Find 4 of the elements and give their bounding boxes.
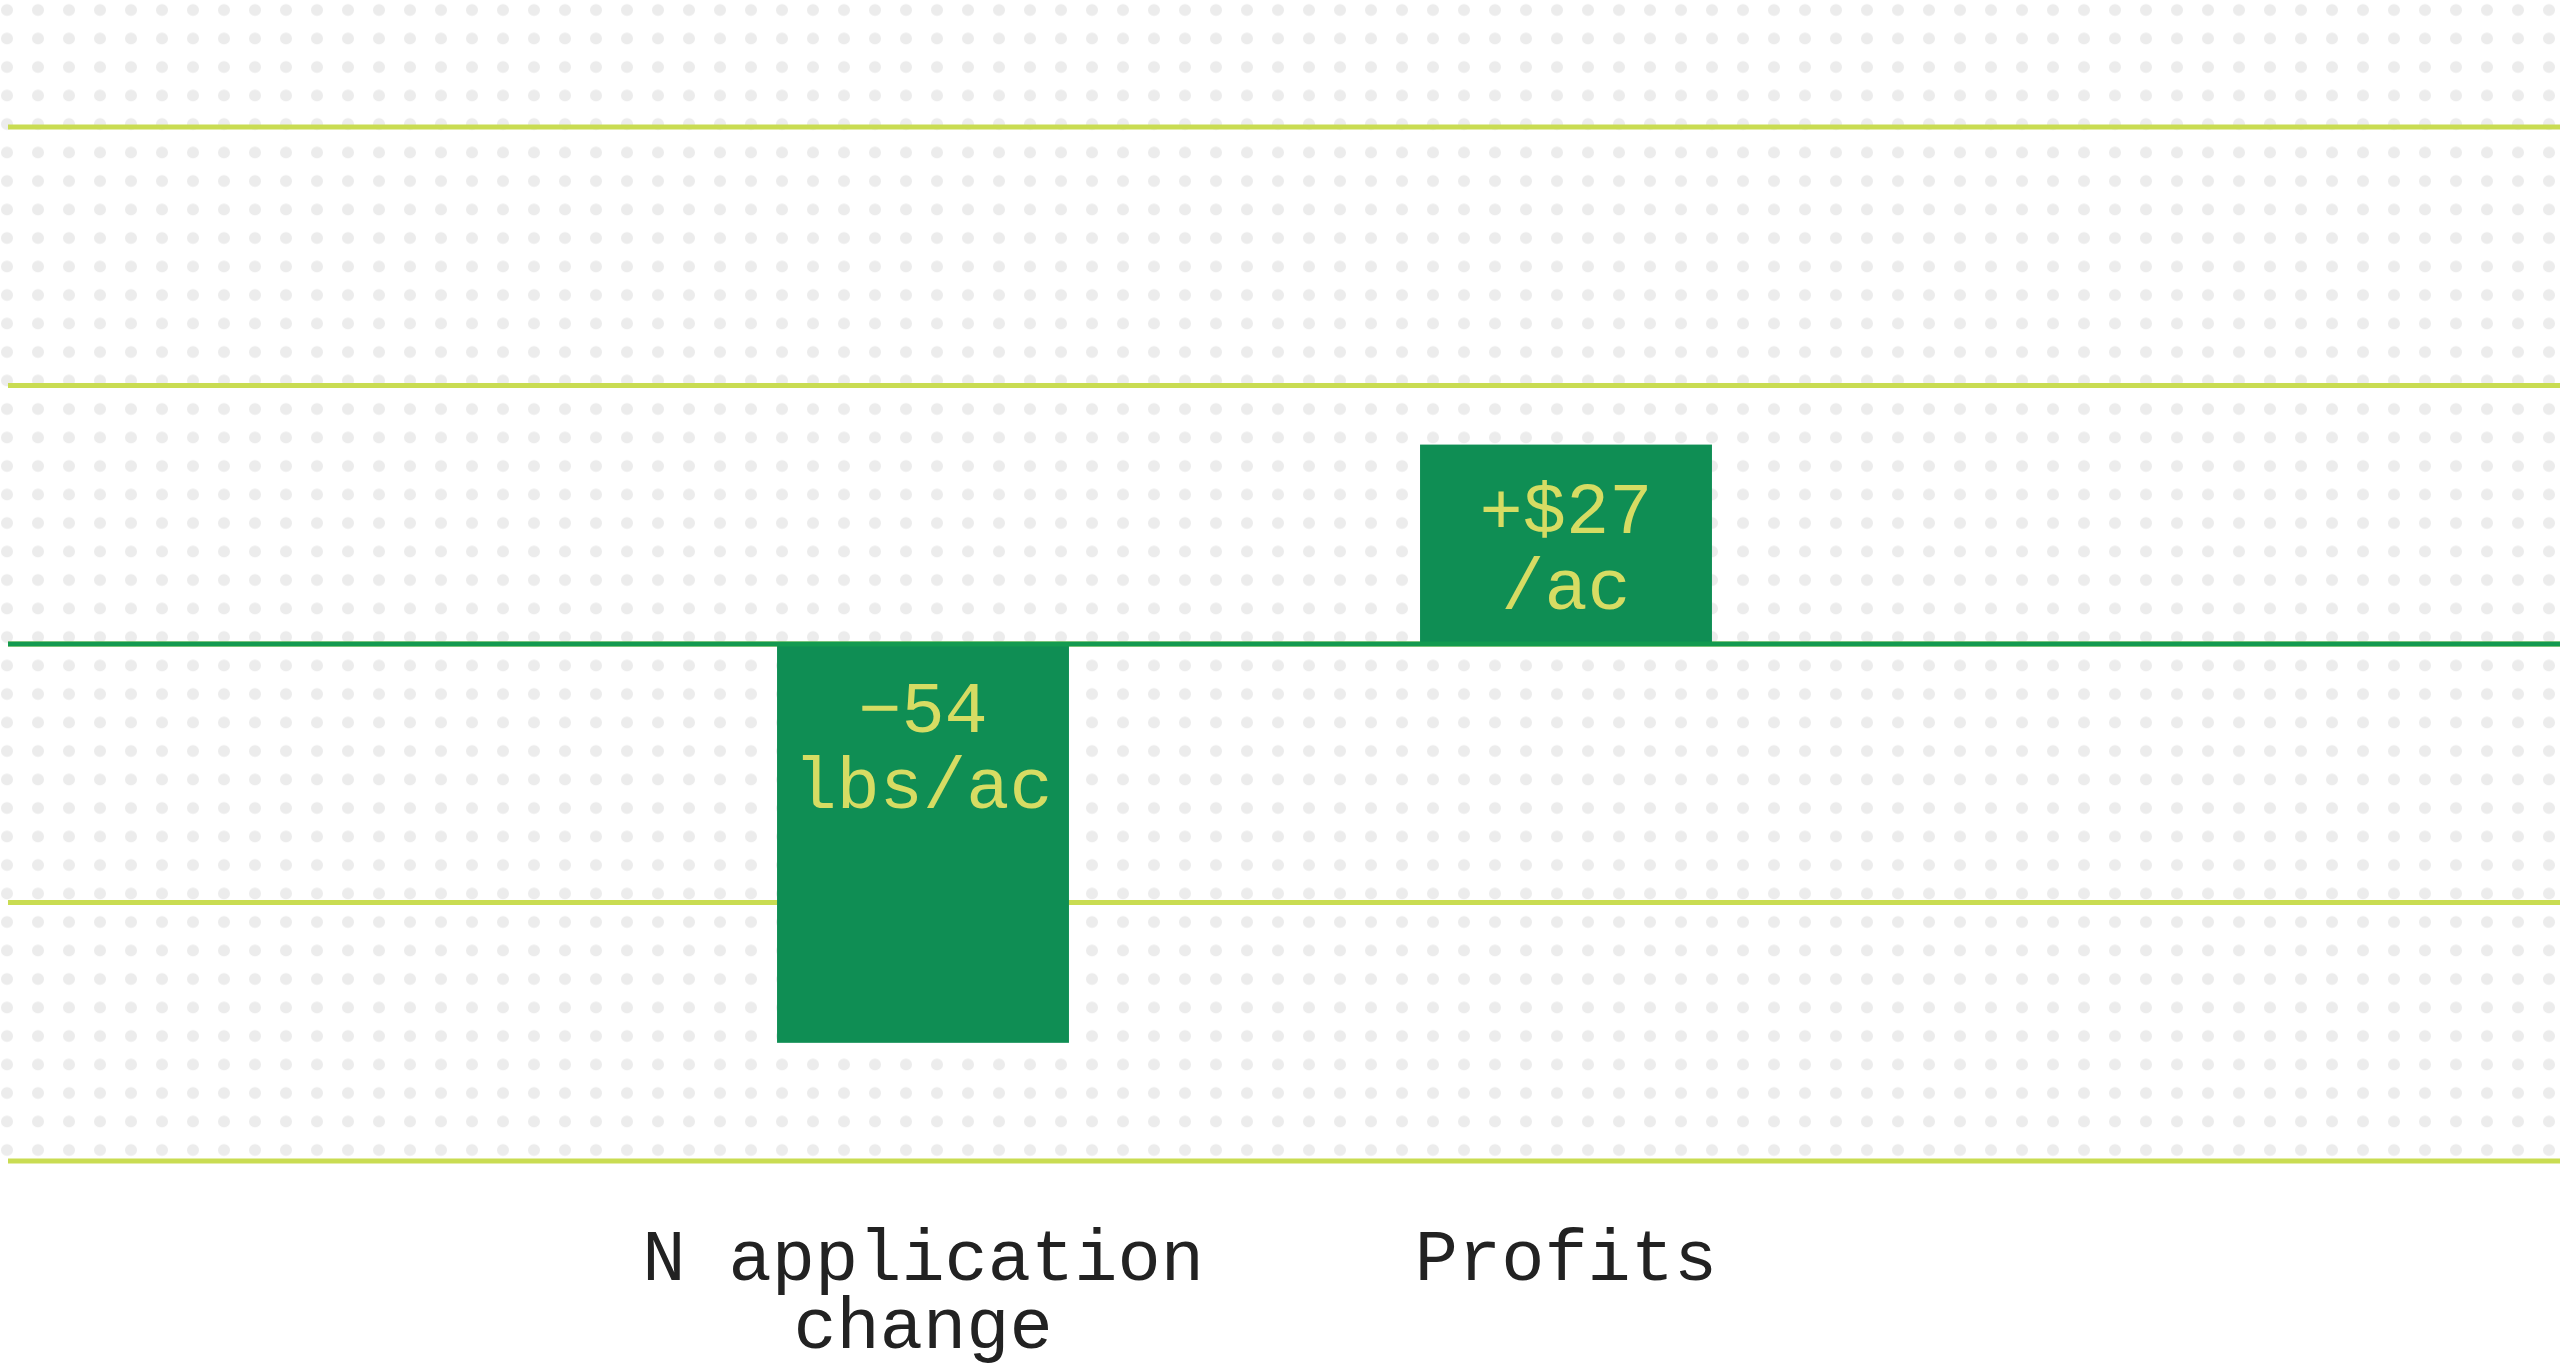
x-tick-label: Profits — [1414, 1220, 1718, 1302]
data-label: −54 lbs/ac — [793, 672, 1053, 830]
x-tick-label: N application change — [642, 1220, 1204, 1369]
data-label: +$27/ac — [1479, 472, 1653, 631]
